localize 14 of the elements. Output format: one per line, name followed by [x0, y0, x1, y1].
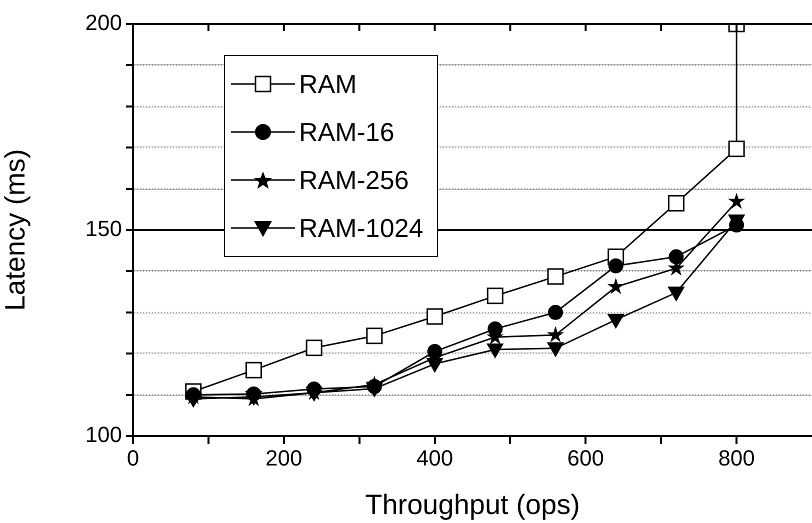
- x-tick-label: 400: [416, 445, 454, 470]
- y-axis-title: Latency (ms): [0, 149, 31, 311]
- y-tick-label: 150: [85, 216, 122, 242]
- x-axis-title: Throughput (ops): [365, 488, 580, 520]
- x-tick-label: 800: [718, 445, 755, 470]
- y-tick-label: 100: [85, 422, 122, 448]
- legend-label: RAM-1024: [299, 212, 424, 244]
- x-tick-label: 600: [567, 445, 604, 470]
- x-tick-label: 200: [266, 445, 302, 470]
- x-tick-label: 0: [126, 445, 140, 470]
- legend-label: RAM-256: [299, 164, 409, 196]
- legend-label: RAM: [299, 68, 357, 100]
- legend-label: RAM-16: [299, 116, 394, 148]
- y-tick-label: 200: [85, 10, 122, 36]
